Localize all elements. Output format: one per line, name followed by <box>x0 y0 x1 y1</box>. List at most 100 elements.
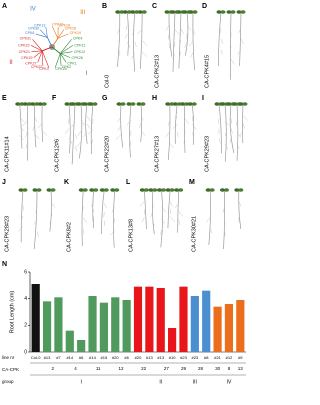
leaf <box>192 102 197 106</box>
lateral-root <box>179 220 180 225</box>
genotype-label: CA-CPK22#20 <box>104 136 110 172</box>
branch <box>32 47 52 52</box>
root <box>219 104 221 153</box>
x-tick-label: #21 <box>214 355 221 360</box>
lateral-root <box>170 201 172 206</box>
lateral-root <box>138 29 142 34</box>
lateral-root <box>174 42 175 47</box>
leaf <box>178 188 183 192</box>
lateral-root <box>72 122 75 127</box>
lateral-root <box>225 231 226 236</box>
lateral-root <box>177 132 178 137</box>
lateral-root <box>166 132 170 137</box>
tree-leaf-label: CPK26 <box>71 56 82 60</box>
leaf <box>51 188 56 192</box>
lateral-root <box>140 202 145 207</box>
lateral-root <box>225 144 228 149</box>
tree-leaf-label: CPK27 <box>25 61 36 65</box>
genotype-label: CA-CPK4#15 <box>204 55 210 88</box>
branch <box>38 47 52 62</box>
lateral-root <box>170 143 174 148</box>
lateral-root <box>35 117 37 122</box>
root <box>209 190 211 245</box>
x-tick-label: #13 <box>44 355 51 360</box>
lateral-root <box>116 135 121 140</box>
clade-label: II <box>9 60 13 66</box>
lateral-root <box>162 219 165 224</box>
lateral-root <box>230 138 231 143</box>
lateral-root <box>18 227 23 232</box>
panel-letter: I <box>202 95 204 102</box>
genotype-label: CA-CPK11#14 <box>4 136 10 172</box>
lateral-root <box>131 54 134 59</box>
root <box>20 104 22 149</box>
row-label: CA-CPK <box>2 367 19 372</box>
leaf <box>42 102 47 106</box>
root <box>91 104 93 154</box>
leaf <box>152 188 157 192</box>
group-label: III <box>193 379 197 385</box>
panel-letter: H <box>152 95 157 102</box>
bar <box>111 297 119 352</box>
y-tick-label: 4 <box>24 296 27 302</box>
leaf <box>221 10 226 14</box>
leaf <box>170 188 175 192</box>
root <box>218 12 221 66</box>
lateral-root <box>162 207 166 212</box>
lateral-root <box>114 219 115 224</box>
panel-letter: M <box>189 179 195 186</box>
panel-letter: J <box>2 179 6 186</box>
leaf <box>231 10 236 14</box>
bar <box>123 300 131 352</box>
root <box>79 104 81 158</box>
row-label: group <box>2 379 14 384</box>
leaf <box>131 102 136 106</box>
lateral-root <box>206 217 210 222</box>
leaf <box>210 188 215 192</box>
root <box>69 104 70 153</box>
root <box>230 104 234 153</box>
root <box>140 12 142 69</box>
branch <box>52 47 66 62</box>
lateral-root <box>181 29 184 34</box>
tree-leaf-label: CPK23 <box>18 43 29 47</box>
branch <box>52 47 60 68</box>
x-tick-label: #9 <box>238 355 243 360</box>
lateral-root <box>190 53 193 58</box>
leaf <box>241 10 246 14</box>
lateral-root <box>219 139 221 144</box>
panel-letter: K <box>64 179 69 186</box>
cpk-label: 29 <box>181 366 187 371</box>
x-tick-label: #20 <box>135 355 142 360</box>
lateral-root <box>130 141 131 146</box>
y-tick-label: 6 <box>24 269 27 275</box>
panel-letter: D <box>202 3 207 10</box>
leaf <box>224 188 229 192</box>
root <box>35 104 36 147</box>
clade-label: IV <box>30 7 36 13</box>
bar <box>100 303 108 352</box>
bar <box>77 340 85 352</box>
bar <box>202 291 210 352</box>
genotype-label: CA-CPK28#23 <box>4 216 10 252</box>
panel-letter: F <box>52 95 57 102</box>
x-tick-label: #14 <box>89 355 96 360</box>
panel-letter: N <box>2 261 7 268</box>
lateral-root <box>187 25 191 30</box>
root <box>144 190 146 229</box>
tree-leaf-label: CPK8 <box>25 31 34 35</box>
lateral-root <box>241 39 243 44</box>
bar <box>191 296 199 352</box>
x-tick-label: #14 <box>66 355 73 360</box>
genotype-label: CA-CPK30#21 <box>191 216 197 252</box>
lateral-root <box>37 231 39 236</box>
lateral-root <box>221 39 223 44</box>
branch <box>52 34 68 47</box>
tree-leaf-label: CPK13 <box>34 23 45 27</box>
x-tick-label: #6 <box>124 355 129 360</box>
lateral-root <box>210 228 212 233</box>
x-tick-label: #23 <box>191 355 198 360</box>
tree-leaf-label: CPK22 <box>31 65 42 69</box>
x-tick-label: #7 <box>56 355 61 360</box>
leaf <box>161 188 166 192</box>
